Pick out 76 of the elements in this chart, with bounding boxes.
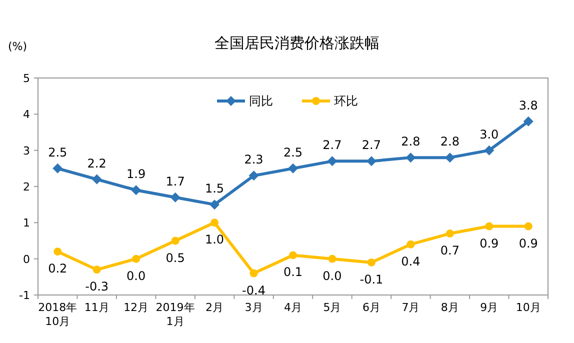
data-label: 0.2: [48, 262, 68, 276]
y-axis-title: (%): [8, 40, 28, 53]
data-label: 0.5: [166, 250, 185, 265]
data-label: 3.8: [518, 98, 538, 112]
data-label: 0.4: [401, 254, 420, 268]
y-tick-label: 1: [23, 216, 30, 230]
data-label: 2.2: [87, 156, 106, 170]
point: [327, 156, 338, 166]
data-label: -0.3: [85, 280, 109, 294]
data-label: 2.7: [322, 138, 342, 152]
data-label: 0.1: [283, 265, 303, 280]
data-label: 1.5: [204, 182, 224, 196]
point: [328, 254, 336, 263]
x-tick-label: 11月: [84, 301, 110, 314]
point: [92, 266, 101, 274]
data-label: 2.5: [283, 145, 303, 160]
x-tick-label: 10月: [516, 301, 541, 314]
data-label: 1.9: [126, 167, 146, 182]
point: [210, 200, 220, 210]
y-tick-label: 0: [23, 252, 30, 266]
data-label: 0.9: [480, 236, 499, 250]
point: [132, 254, 140, 263]
legend-label: 环比: [334, 94, 358, 108]
point: [367, 258, 376, 266]
x-tick-label: 2月: [206, 301, 224, 314]
point: [210, 218, 219, 227]
data-label: 2.8: [440, 134, 460, 149]
x-tick-label: 2018年 10月: [38, 301, 78, 328]
data-label: -0.1: [360, 272, 384, 286]
point: [444, 152, 455, 163]
point: [52, 163, 63, 174]
point: [248, 170, 259, 181]
x-tick-label: 2019年 1月: [156, 301, 195, 328]
point: [288, 163, 298, 174]
data-label: 3.0: [480, 127, 499, 142]
point: [484, 145, 494, 156]
data-label: 1.0: [204, 232, 224, 247]
point: [289, 251, 297, 260]
x-tick-label: 4月: [284, 301, 302, 314]
data-label: 2.5: [48, 145, 68, 160]
data-label: 2.7: [362, 138, 382, 152]
data-label: 2.8: [401, 134, 420, 149]
y-tick-label: -1: [19, 289, 30, 302]
y-tick-label: 3: [23, 144, 30, 158]
point: [406, 240, 415, 248]
x-tick-label: 3月: [244, 301, 263, 314]
x-tick-label: 9月: [480, 301, 498, 314]
point: [170, 192, 180, 202]
data-label: 0.0: [126, 268, 146, 283]
point: [485, 222, 494, 230]
data-label: 1.7: [166, 174, 185, 188]
legend-label: 同比: [249, 94, 273, 108]
data-label: 0.0: [322, 268, 342, 283]
data-label: 2.3: [244, 152, 264, 167]
point: [406, 152, 416, 163]
point: [131, 185, 142, 196]
x-tick-label: 8月: [440, 301, 459, 314]
point: [54, 248, 62, 256]
point: [524, 222, 532, 230]
point: [366, 156, 376, 166]
point: [446, 230, 454, 238]
y-tick-label: 2: [23, 180, 30, 194]
point: [92, 174, 102, 184]
x-tick-label: 6月: [362, 301, 380, 314]
point: [171, 236, 180, 245]
point: [250, 269, 258, 278]
data-label: 0.7: [440, 244, 460, 258]
y-tick-label: 5: [23, 72, 30, 85]
x-tick-label: 12月: [124, 301, 149, 314]
y-tick-label: 4: [23, 108, 30, 122]
data-label: -0.4: [242, 283, 266, 298]
x-tick-label: 7月: [402, 301, 420, 314]
chart-title: 全国居民消费价格涨跌幅: [214, 34, 380, 52]
x-tick-label: 5月: [323, 301, 342, 314]
data-label: 0.9: [518, 236, 538, 250]
point: [523, 116, 534, 126]
